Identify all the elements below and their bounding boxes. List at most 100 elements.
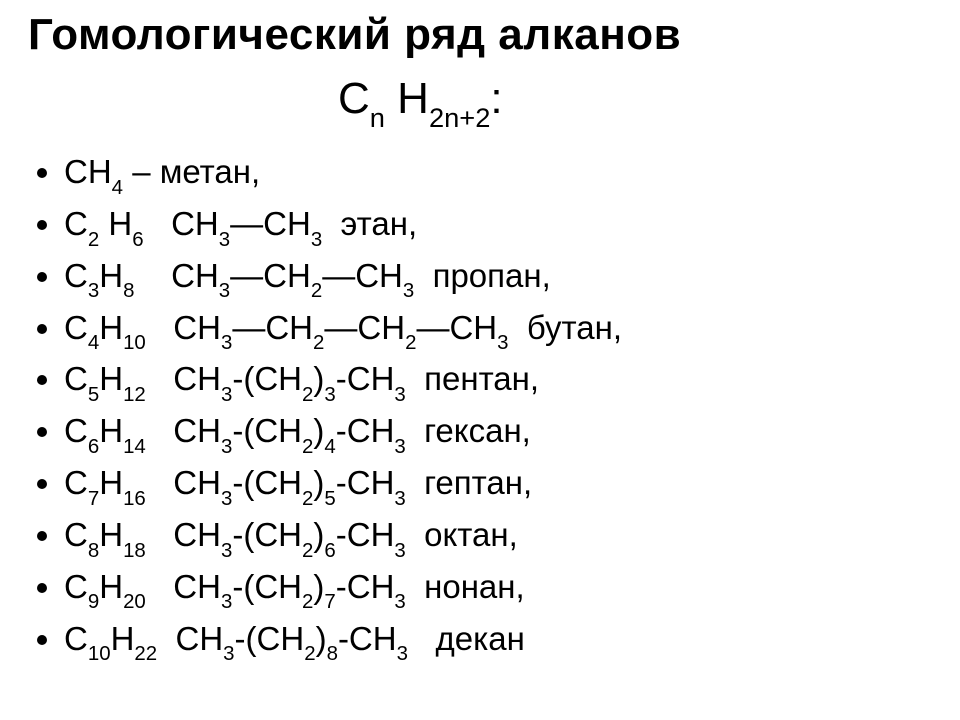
subscript: 8 <box>88 539 99 562</box>
text-run: -СН <box>338 620 397 657</box>
text-run: этан, <box>322 205 417 242</box>
text-run: -СН <box>336 464 395 501</box>
subscript: 16 <box>123 487 146 510</box>
text-run: СН <box>146 360 221 397</box>
text-run: С <box>64 516 88 553</box>
text-run: – метан, <box>123 153 260 190</box>
text-run: ) <box>313 568 324 605</box>
text-run: -СН <box>336 360 395 397</box>
subscript: 3 <box>397 642 408 665</box>
subscript: 3 <box>403 279 414 302</box>
subscript: 3 <box>394 435 405 458</box>
subscript: 3 <box>221 331 232 354</box>
text-run: Н <box>99 412 123 449</box>
list-item: С6Н14 СН3-(СН2)4-СН3 гексан, <box>64 407 932 455</box>
text-run: Н <box>111 620 135 657</box>
text-run: СН <box>134 257 218 294</box>
text-run: —СН <box>230 257 311 294</box>
subscript: 10 <box>88 642 111 665</box>
text-run: —СН <box>232 309 313 346</box>
text-run: Н <box>99 309 123 346</box>
subscript: 4 <box>112 176 123 199</box>
subscript: 2 <box>405 331 416 354</box>
subscript: 3 <box>311 228 322 251</box>
text-run: СН <box>146 309 221 346</box>
subscript: 3 <box>221 539 232 562</box>
list-item: С10Н22 СН3-(СН2)8-СН3 декан <box>64 615 932 663</box>
text-run: CH <box>64 153 112 190</box>
subscript: 2n+2 <box>429 102 490 133</box>
subscript: 5 <box>88 383 99 406</box>
text-run: Н <box>99 360 123 397</box>
subscript: 3 <box>221 487 232 510</box>
subscript: 8 <box>327 642 338 665</box>
text-run: -(СН <box>232 412 302 449</box>
text-run: H <box>385 74 429 123</box>
text-run: -СН <box>336 516 395 553</box>
subscript: 18 <box>123 539 146 562</box>
subscript: 2 <box>302 590 313 613</box>
text-run: -(СН <box>235 620 305 657</box>
text-run: —СН <box>230 205 311 242</box>
text-run: СН <box>146 464 221 501</box>
subscript: n <box>370 102 385 133</box>
subscript: 3 <box>394 487 405 510</box>
general-formula: Сn H2n+2: <box>338 74 503 124</box>
text-run: С <box>64 360 88 397</box>
alkane-list: CH4 – метан,С2 Н6 СН3—СН3 этан,С3Н8 СН3—… <box>28 148 932 662</box>
text-run: СН <box>144 205 219 242</box>
subscript: 2 <box>88 228 99 251</box>
text-run: -(СН <box>232 568 302 605</box>
subscript: 3 <box>394 590 405 613</box>
text-run: гексан, <box>406 412 531 449</box>
text-run: С <box>64 205 88 242</box>
text-run: ) <box>313 516 324 553</box>
subscript: 3 <box>394 539 405 562</box>
subscript: 7 <box>88 487 99 510</box>
formula-row: Сn H2n+2: <box>28 74 932 144</box>
text-run: С <box>64 568 88 605</box>
subscript: 3 <box>88 279 99 302</box>
text-run: пропан, <box>414 257 551 294</box>
subscript: 3 <box>221 590 232 613</box>
subscript: 2 <box>313 331 324 354</box>
subscript: 6 <box>132 228 143 251</box>
subscript: 5 <box>324 487 335 510</box>
text-run: С <box>338 74 370 123</box>
text-run: декан <box>408 620 525 657</box>
text-run: С <box>64 309 88 346</box>
list-item: С9Н20 СН3-(СН2)7-СН3 нонан, <box>64 563 932 611</box>
text-run: ) <box>316 620 327 657</box>
page-title: Гомологический ряд алканов <box>28 10 932 60</box>
text-run: -СН <box>336 568 395 605</box>
list-item: С3Н8 СН3—СН2—СН3 пропан, <box>64 252 932 300</box>
list-item: С5Н12 СН3-(СН2)3-СН3 пентан, <box>64 355 932 403</box>
subscript: 22 <box>134 642 157 665</box>
text-run: Н <box>99 205 132 242</box>
subscript: 4 <box>88 331 99 354</box>
list-item: С7Н16 СН3-(СН2)5-СН3 гептан, <box>64 459 932 507</box>
subscript: 3 <box>324 383 335 406</box>
subscript: 3 <box>394 383 405 406</box>
subscript: 3 <box>223 642 234 665</box>
text-run: С <box>64 620 88 657</box>
subscript: 2 <box>302 539 313 562</box>
text-run: СН <box>146 412 221 449</box>
text-run: октан, <box>406 516 518 553</box>
subscript: 7 <box>324 590 335 613</box>
text-run: СН <box>157 620 223 657</box>
text-run: ) <box>313 360 324 397</box>
slide: Гомологический ряд алканов Сn H2n+2: CH4… <box>0 0 960 720</box>
text-run: -(СН <box>232 464 302 501</box>
subscript: 3 <box>219 279 230 302</box>
subscript: 2 <box>304 642 315 665</box>
text-run: —СН <box>324 309 405 346</box>
text-run: -(СН <box>232 360 302 397</box>
text-run: —СН <box>416 309 497 346</box>
subscript: 8 <box>123 279 134 302</box>
subscript: 3 <box>219 228 230 251</box>
text-run: -СН <box>336 412 395 449</box>
subscript: 2 <box>311 279 322 302</box>
subscript: 3 <box>497 331 508 354</box>
subscript: 12 <box>123 383 146 406</box>
